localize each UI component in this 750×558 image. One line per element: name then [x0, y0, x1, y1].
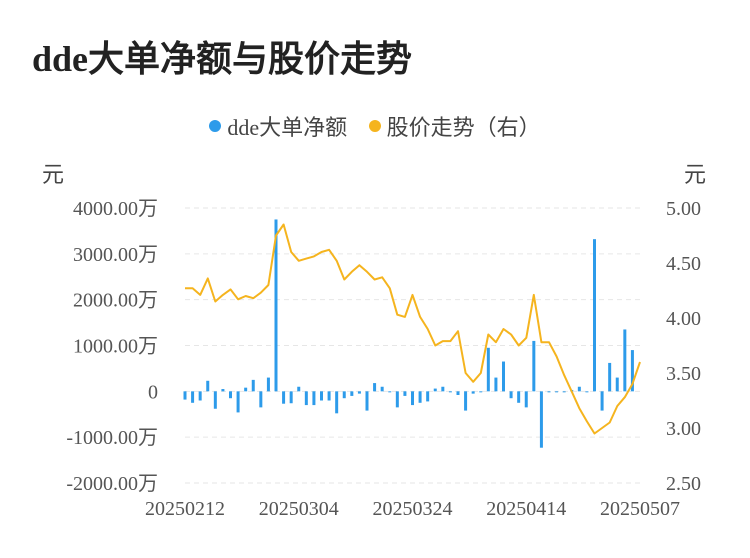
dde-bar: [547, 391, 551, 393]
dde-bar: [274, 219, 278, 392]
dde-bar: [259, 391, 263, 408]
y-left-tick-label: -2000.00万: [66, 473, 158, 495]
y-right-tick-label: 2.50: [666, 473, 701, 495]
dde-bar: [532, 340, 536, 392]
dde-bar: [350, 391, 354, 396]
price-line: [185, 223, 641, 435]
dde-bar: [524, 391, 528, 408]
dde-bar: [600, 391, 604, 411]
x-tick-label: 20250324: [373, 498, 453, 520]
dde-bar: [395, 391, 399, 408]
legend-label-dde: dde大单净额: [227, 115, 348, 140]
dde-bar: [335, 391, 339, 414]
dde-bar: [562, 391, 566, 393]
dde-bar: [539, 391, 543, 448]
y-left-tick-label: -1000.00万: [66, 427, 158, 449]
dde-bar: [577, 386, 581, 392]
dde-bar: [486, 347, 490, 392]
dde-bar: [312, 391, 316, 406]
legend-dot-dde: [209, 120, 222, 132]
dde-bar: [411, 391, 414, 406]
dde-bar: [206, 380, 210, 392]
dde-bar: [433, 388, 437, 392]
right-axis-unit: 元: [684, 162, 707, 187]
dde-bar: [388, 391, 392, 393]
dde-bar: [630, 350, 634, 392]
x-tick-label: 20250304: [259, 498, 339, 520]
y-left-tick-label: 3000.00万: [73, 244, 158, 266]
legend-item-dde[interactable]: dde大单净额: [209, 110, 347, 142]
y-right-tick-label: 5.00: [666, 198, 701, 220]
x-tick-label: 20250414: [486, 498, 566, 520]
dde-bar: [479, 391, 483, 393]
dde-bar: [365, 391, 369, 411]
dde-bar: [517, 391, 521, 403]
dde-bar: [426, 391, 430, 402]
dde-bar: [297, 386, 301, 392]
dde-bar: [494, 377, 498, 392]
y-right-tick-label: 3.50: [666, 363, 701, 385]
dde-bar: [464, 391, 468, 411]
dde-bar: [585, 391, 589, 393]
dde-bar: [327, 391, 331, 401]
dde-bar: [198, 391, 202, 401]
dde-bar: [251, 379, 255, 392]
dde-bar: [615, 377, 619, 392]
dde-bar: [502, 361, 505, 392]
dde-bar: [236, 391, 240, 413]
dde-bar: [456, 391, 460, 395]
legend-dot-price: [368, 120, 381, 132]
dde-bar: [593, 239, 596, 392]
x-tick-label: 20250507: [600, 498, 680, 520]
dde-bar: [608, 362, 612, 392]
y-right-tick-label: 3.00: [666, 418, 701, 440]
left-axis-unit: 元: [42, 162, 65, 187]
x-tick-label: 20250212: [145, 498, 225, 520]
dde-bar: [289, 391, 293, 404]
dde-bar: [357, 391, 361, 394]
y-left-tick-label: 4000.00万: [73, 198, 158, 220]
dde-bar: [229, 391, 232, 399]
dde-bar: [342, 391, 346, 399]
dde-bar: [441, 386, 445, 392]
dde-bar: [555, 391, 559, 393]
legend-item-price[interactable]: 股价走势（右）: [368, 110, 541, 142]
dde-bar: [623, 329, 627, 392]
chart-legend: dde大单净额 股价走势（右）: [0, 110, 750, 142]
dde-bar: [183, 391, 187, 400]
dde-bar: [213, 391, 217, 409]
y-right-tick-label: 4.00: [666, 308, 701, 330]
dde-bar: [403, 391, 407, 396]
dde-bar: [418, 391, 422, 403]
chart-title: dde大单净额与股价走势: [32, 39, 413, 79]
dde-bar: [221, 389, 225, 392]
dde-bar: [380, 386, 384, 392]
y-left-tick-label: 2000.00万: [73, 290, 158, 312]
dde-bar: [373, 383, 377, 392]
dde-bar: [266, 377, 270, 392]
dde-bar: [509, 391, 513, 399]
dde-bar: [448, 391, 452, 393]
dde-bar: [471, 391, 475, 394]
y-left-tick-label: 1000.00万: [73, 336, 158, 358]
legend-label-price: 股价走势（右）: [386, 115, 541, 140]
dde-bar: [320, 391, 323, 401]
dde-bar: [282, 391, 286, 404]
y-left-tick-label: 0: [148, 381, 158, 403]
dde-bar: [191, 391, 195, 403]
dde-bar: [244, 387, 248, 392]
y-right-tick-label: 4.50: [666, 253, 701, 275]
dde-bar: [304, 391, 308, 406]
